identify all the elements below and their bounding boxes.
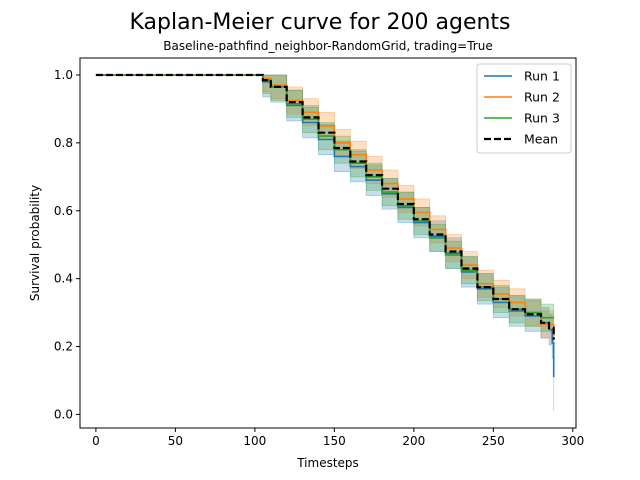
y-axis-label: Survival probability xyxy=(28,185,42,301)
legend-label-mean: Mean xyxy=(524,132,558,147)
y-tick-label: 1.0 xyxy=(54,68,73,82)
x-axis-ticks: 0 50 100 150 200 250 300 xyxy=(92,428,584,448)
y-tick-label: 0.2 xyxy=(54,340,73,354)
legend: Run 1 Run 2 Run 3 Mean xyxy=(476,63,572,154)
x-tick-label: 0 xyxy=(92,434,100,448)
x-tick-label: 50 xyxy=(168,434,183,448)
x-tick-label: 200 xyxy=(402,434,425,448)
survival-lines xyxy=(95,73,555,378)
y-axis-ticks: 0.0 0.2 0.4 0.6 0.8 1.0 xyxy=(54,68,80,421)
legend-box xyxy=(476,63,572,154)
x-tick-label: 100 xyxy=(243,434,266,448)
chart-title: Kaplan-Meier curve for 200 agents xyxy=(129,10,510,35)
x-tick-label: 150 xyxy=(323,434,346,448)
x-tick-label: 250 xyxy=(482,434,505,448)
y-tick-label: 0.0 xyxy=(54,407,73,421)
plot-frame xyxy=(79,57,577,429)
y-tick-label: 0.8 xyxy=(54,136,73,150)
legend-label-run-2: Run 2 xyxy=(524,90,560,105)
chart-subtitle: Baseline-pathfind_neighbor-RandomGrid, t… xyxy=(163,39,492,53)
x-axis-label: Timesteps xyxy=(296,456,359,470)
legend-label-run-1: Run 1 xyxy=(524,69,560,84)
legend-label-run-3: Run 3 xyxy=(524,111,560,126)
x-tick-label: 300 xyxy=(561,434,584,448)
y-tick-label: 0.6 xyxy=(54,204,73,218)
mean-line xyxy=(95,73,555,340)
y-tick-label: 0.4 xyxy=(54,272,73,286)
